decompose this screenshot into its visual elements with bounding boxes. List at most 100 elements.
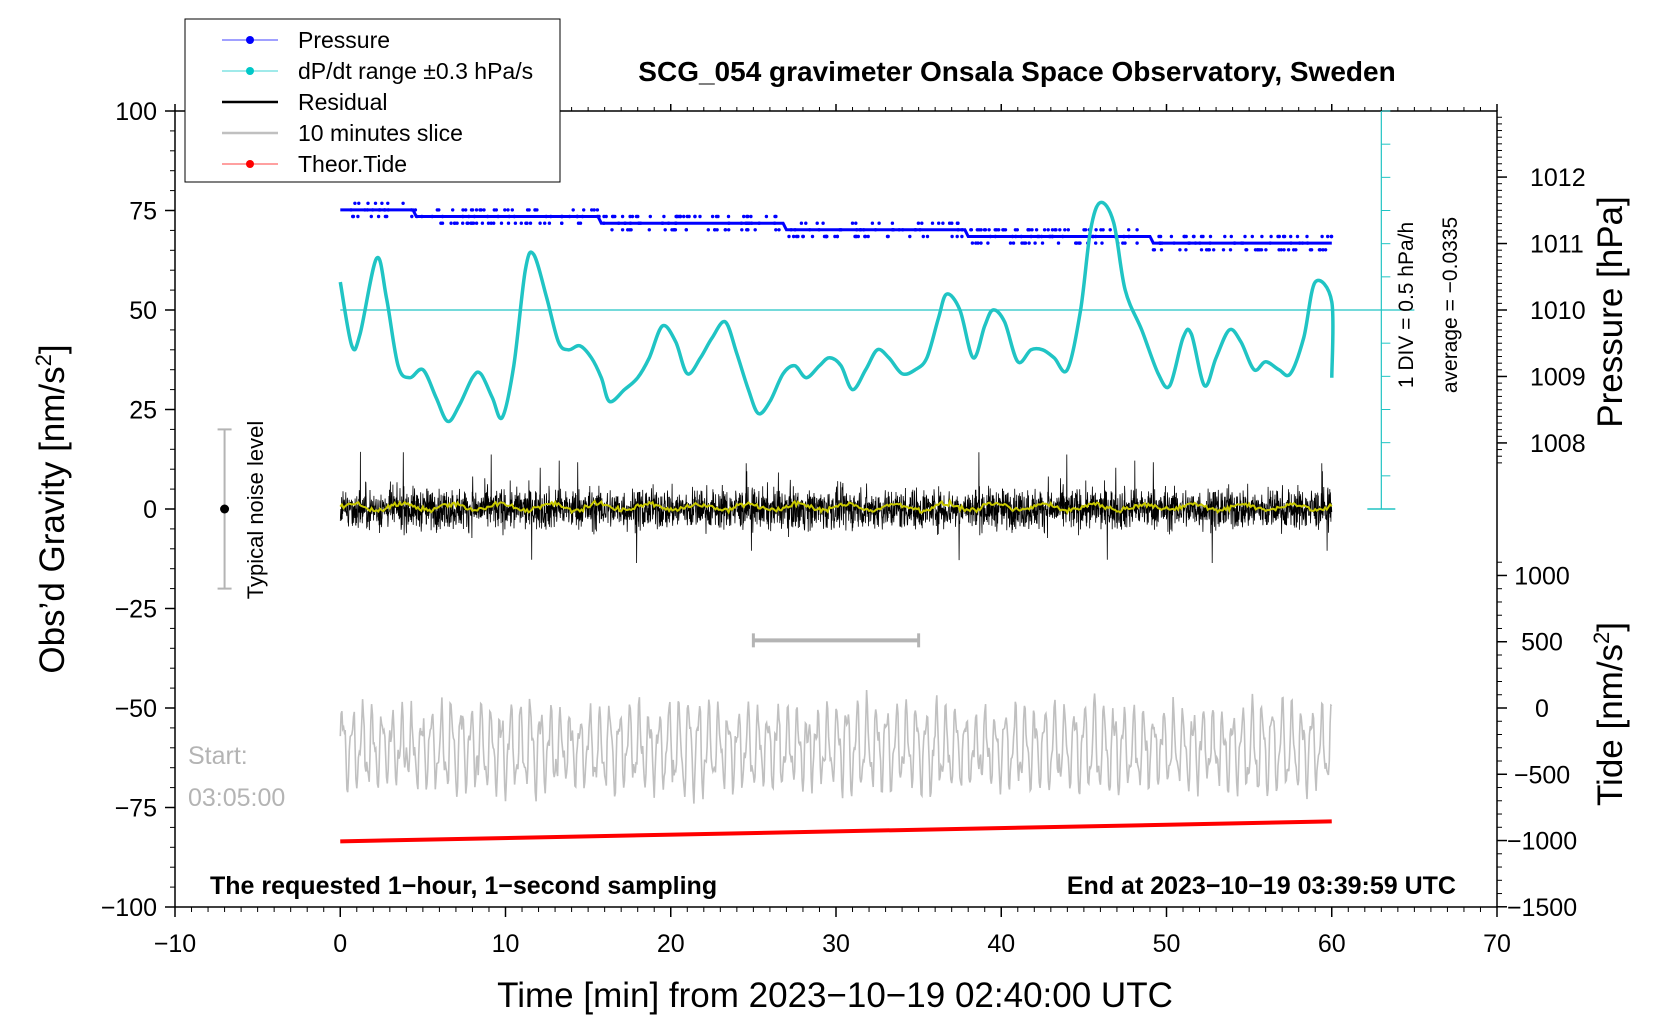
pressure-point: [675, 214, 679, 219]
legend-tide-label: Theor.Tide: [298, 151, 407, 177]
pressure-point: [1221, 248, 1226, 252]
tide-tick-label-2: 0: [1535, 695, 1549, 723]
pressure-point: [863, 234, 868, 239]
pressure-point: [685, 214, 689, 219]
pressure-point: [648, 214, 652, 219]
pressure-point: [817, 228, 821, 232]
pressure-tick-label-1: 1011: [1530, 231, 1584, 259]
pressure-point: [684, 228, 688, 232]
pressure-point: [1056, 241, 1061, 245]
pressure-point: [1295, 234, 1300, 239]
y-axis-label-pressure: Pressure [hPa]: [1591, 196, 1630, 428]
pressure-point: [833, 234, 837, 239]
pressure-tick-label-4: 1008: [1530, 430, 1586, 458]
x-tick-label-3: 20: [657, 930, 685, 958]
pressure-point: [726, 214, 731, 219]
y-axis-label-left-main: Obs’d Gravity [nm/s: [33, 366, 72, 673]
legend-tide-dot: [246, 160, 254, 168]
x-tick-label-8: 70: [1483, 930, 1511, 958]
pressure-point: [941, 221, 945, 225]
pressure-point: [567, 214, 572, 219]
pressure-point: [544, 214, 548, 219]
pressure-point: [602, 221, 606, 225]
pressure-point: [528, 221, 533, 225]
y-axis-label-left-sup: 2: [31, 354, 56, 366]
y-axis-label-tide-main: Tide [nm/s: [1591, 644, 1630, 806]
pressure-point: [1207, 248, 1212, 252]
footer-right: End at 2023−10−19 03:39:59 UTC: [1067, 872, 1456, 900]
pressure-point: [1159, 248, 1164, 252]
pressure-point: [1011, 241, 1016, 245]
pressure-point: [363, 208, 367, 212]
pressure-point: [749, 214, 753, 219]
pressure-point: [789, 228, 793, 232]
pressure-point: [969, 228, 973, 232]
pressure-point: [1169, 234, 1174, 239]
legend: Pressure dP/dt range ±0.3 hPa/s Residual…: [184, 18, 561, 183]
pressure-point: [575, 214, 580, 219]
pressure-point: [440, 214, 445, 219]
pressure-point: [1255, 248, 1260, 252]
pressure-point: [467, 214, 471, 219]
legend-pressure-dot: [246, 36, 254, 44]
pressure-point: [383, 214, 388, 219]
pressure-point: [666, 221, 671, 225]
pressure-point: [1033, 241, 1037, 245]
y-tick-label-1: 75: [129, 198, 157, 226]
y-axis-label-left: Obs’d Gravity [nm/s2]: [31, 344, 72, 673]
pressure-point: [960, 234, 964, 239]
pressure-point: [376, 214, 381, 219]
pressure-point: [482, 208, 486, 212]
pressure-point: [955, 234, 959, 239]
pressure-point: [634, 214, 639, 219]
pressure-point: [461, 214, 465, 219]
pressure-point: [1294, 248, 1298, 252]
pressure-point: [620, 228, 625, 232]
pressure-point: [401, 201, 405, 205]
pressure-point: [512, 214, 516, 219]
legend-residual-label: Residual: [298, 89, 388, 115]
pressure-point: [1229, 234, 1234, 239]
pressure-point: [439, 221, 443, 225]
pressure-point: [623, 221, 627, 225]
pressure-point: [1027, 228, 1032, 232]
pressure-point: [970, 241, 975, 245]
pressure-point: [1184, 248, 1188, 252]
pressure-point: [1208, 241, 1212, 245]
y-tick-label-7: −75: [115, 795, 157, 823]
pressure-point: [877, 221, 881, 225]
legend-slice-label: 10 minutes slice: [298, 120, 463, 146]
pressure-point: [1184, 234, 1188, 239]
y-axis-label-left-end: ]: [33, 344, 72, 354]
pressure-point: [638, 221, 643, 225]
pressure-point: [663, 228, 667, 232]
pressure-point: [1008, 241, 1013, 245]
pressure-tick-label-0: 1012: [1530, 164, 1586, 192]
series-layer: [338, 200, 1335, 844]
pressure-point: [455, 221, 459, 225]
pressure-point: [571, 208, 575, 212]
pressure-point: [1178, 248, 1182, 252]
pressure-point: [1305, 234, 1309, 239]
pressure-point: [791, 234, 796, 239]
pressure-point: [757, 221, 761, 225]
pressure-point: [1099, 228, 1103, 232]
pressure-point: [1066, 228, 1071, 232]
pressure-point: [1063, 228, 1067, 232]
y-tick-label-8: −100: [101, 894, 157, 922]
pressure-line: [340, 208, 1332, 245]
pressure-point: [977, 228, 981, 232]
footer-left: The requested 1−hour, 1−second sampling: [210, 872, 717, 900]
pressure-point: [1282, 248, 1286, 252]
pressure-point: [353, 201, 357, 205]
x-tick-label-0: −10: [154, 930, 196, 958]
residual-smoothed-line: [339, 498, 1333, 515]
pressure-point: [727, 228, 731, 232]
pressure-point: [496, 214, 500, 219]
pressure-point: [1074, 241, 1078, 245]
noise-bar-center-dot: [220, 504, 230, 514]
pressure-point: [503, 208, 507, 212]
pressure-point: [480, 221, 485, 225]
pressure-point: [602, 214, 606, 219]
pressure-point: [1298, 241, 1302, 245]
